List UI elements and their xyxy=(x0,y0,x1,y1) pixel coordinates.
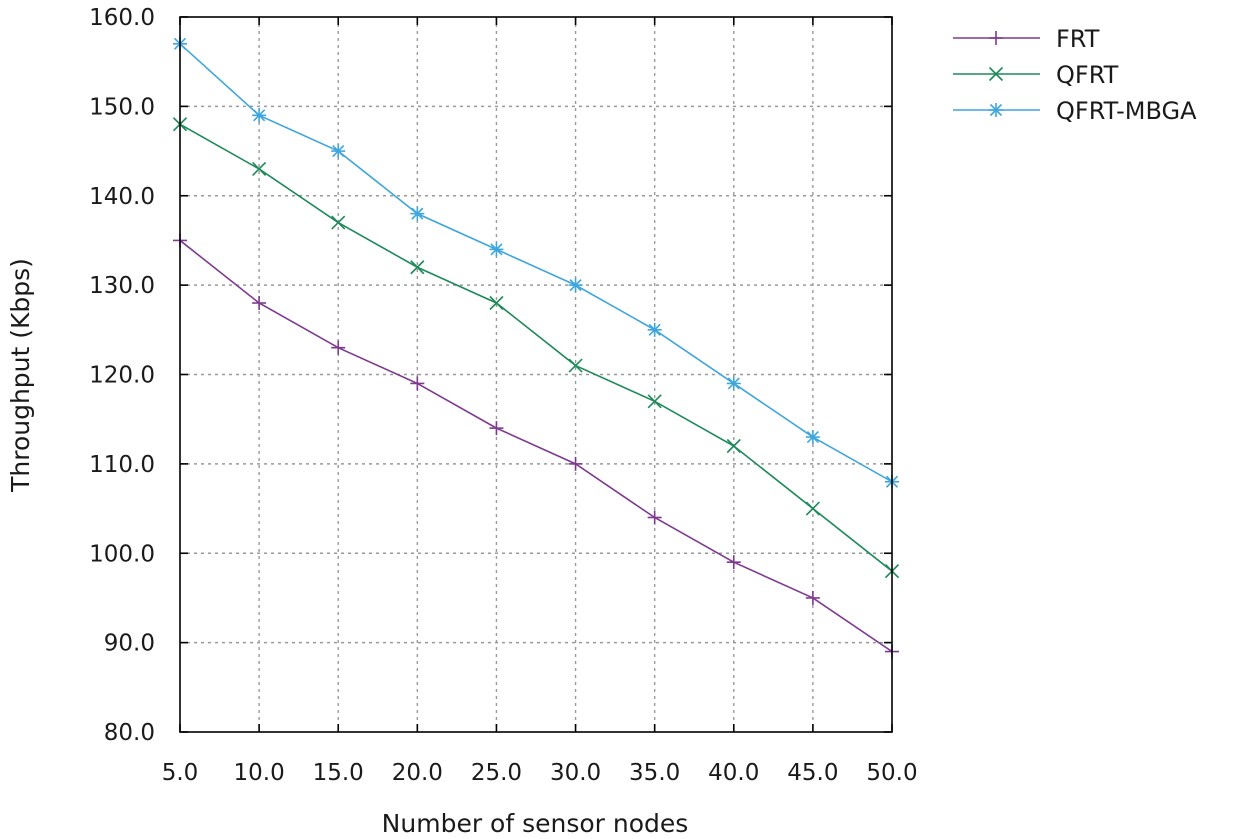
data-point xyxy=(568,278,583,293)
axis-ticks xyxy=(179,16,893,733)
x-tick-label: 50.0 xyxy=(866,760,917,786)
x-tick-label: 20.0 xyxy=(392,760,443,786)
data-point xyxy=(410,376,425,391)
series-line xyxy=(179,43,893,483)
data-point xyxy=(647,510,662,525)
y-tick-label: 140.0 xyxy=(89,184,155,210)
x-tick-label: 35.0 xyxy=(629,760,680,786)
y-tick-label: 150.0 xyxy=(89,94,155,120)
y-tick-label: 160.0 xyxy=(89,5,155,31)
y-tick-label: 120.0 xyxy=(89,363,155,389)
legend-item: QFRT xyxy=(953,61,1119,89)
series-frt-group xyxy=(173,233,899,659)
data-point xyxy=(489,295,504,311)
legend: FRT QFRT QFRT-MBGA xyxy=(953,25,1197,125)
series-qfrt-group xyxy=(172,117,900,579)
data-point xyxy=(568,358,583,373)
x-tick-label: 30.0 xyxy=(550,760,601,786)
data-point xyxy=(252,161,267,177)
legend-label: QFRT xyxy=(1056,61,1119,89)
x-tick-label: 40.0 xyxy=(708,760,759,786)
data-point xyxy=(331,340,346,355)
x-axis-title: Number of sensor nodes xyxy=(382,809,689,838)
legend-item: QFRT-MBGA xyxy=(953,97,1197,125)
x-tick-label: 25.0 xyxy=(471,760,522,786)
x-axis-tick-labels: 5.0 10.0 15.0 20.0 25.0 30.0 35.0 40.0 45.0 50.0 xyxy=(162,760,918,786)
legend-label: FRT xyxy=(1056,25,1100,53)
y-tick-label: 90.0 xyxy=(104,631,155,657)
data-point xyxy=(568,456,583,471)
y-tick-label: 80.0 xyxy=(104,720,155,746)
series-line xyxy=(179,123,893,572)
x-tick-label: 15.0 xyxy=(313,760,364,786)
series-qfrt-mbga-group xyxy=(173,36,899,489)
data-point xyxy=(410,206,425,221)
data-point xyxy=(489,242,504,257)
data-point xyxy=(805,430,820,445)
data-point xyxy=(726,376,741,391)
data-point xyxy=(331,215,346,230)
data-point xyxy=(647,394,662,409)
data-point xyxy=(805,501,820,516)
x-tick-label: 5.0 xyxy=(162,760,199,786)
data-point xyxy=(252,296,267,310)
x-tick-label: 45.0 xyxy=(787,760,838,786)
data-point xyxy=(805,590,820,605)
y-tick-label: 130.0 xyxy=(89,273,155,299)
grid-lines xyxy=(180,17,892,732)
data-point xyxy=(489,421,504,436)
data-point xyxy=(726,555,741,570)
series-lines xyxy=(172,36,900,659)
series-line xyxy=(179,239,893,653)
data-point xyxy=(410,260,425,275)
legend-marker xyxy=(988,66,1004,82)
y-axis-tick-labels: 80.0 90.0 100.0 110.0 120.0 130.0 140.0 150.0 16… xyxy=(89,5,155,746)
legend-item: FRT xyxy=(953,25,1100,53)
legend-marker xyxy=(989,103,1003,117)
y-tick-label: 110.0 xyxy=(89,452,155,478)
legend-marker xyxy=(989,31,1003,45)
data-point xyxy=(726,438,741,454)
data-point xyxy=(252,108,267,123)
data-point xyxy=(647,322,662,337)
data-point xyxy=(331,144,346,159)
y-axis-title: Throughput (Kbps) xyxy=(6,258,35,493)
legend-label: QFRT-MBGA xyxy=(1056,97,1197,125)
y-tick-label: 100.0 xyxy=(89,541,155,567)
x-tick-label: 10.0 xyxy=(234,760,285,786)
